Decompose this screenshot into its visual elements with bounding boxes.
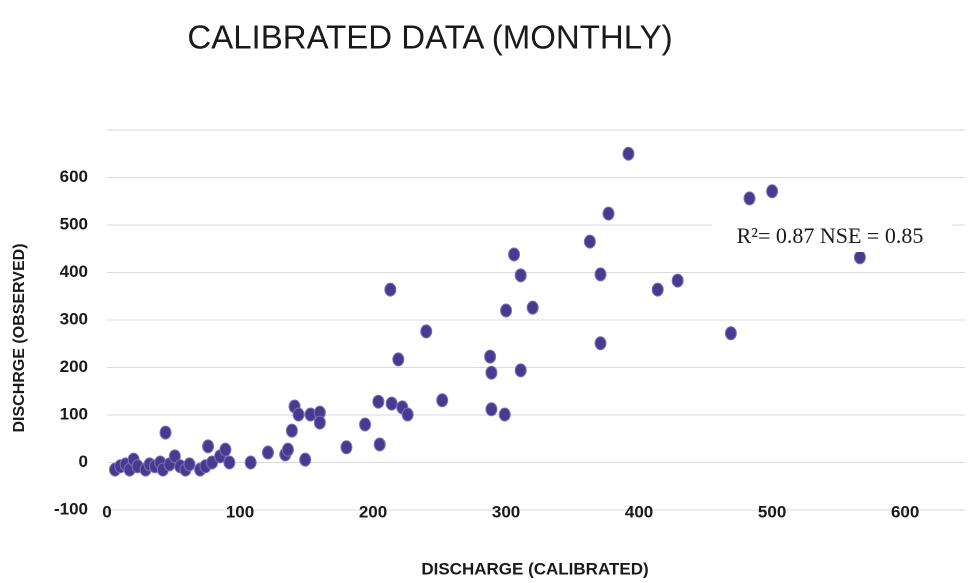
y-tick-label: -100 xyxy=(54,499,88,518)
point xyxy=(313,415,326,430)
point xyxy=(168,449,181,464)
point xyxy=(583,234,596,249)
point xyxy=(261,445,274,460)
point xyxy=(244,455,257,470)
point xyxy=(514,363,527,378)
x-tick-label: 600 xyxy=(891,502,919,521)
point xyxy=(485,402,498,417)
point xyxy=(281,442,294,457)
y-tick-label: 200 xyxy=(60,357,88,376)
point xyxy=(373,437,386,452)
y-axis-label: DISCHRGE (OBSERVED) xyxy=(11,243,28,432)
point xyxy=(766,184,779,199)
point xyxy=(223,455,236,470)
point xyxy=(853,250,866,265)
x-tick-label: 500 xyxy=(758,502,786,521)
point xyxy=(498,407,511,422)
point xyxy=(385,396,398,411)
point xyxy=(372,394,385,409)
chart-title: CALIBRATED DATA (MONTHLY) xyxy=(187,19,672,56)
x-tick-label: 200 xyxy=(359,502,387,521)
point xyxy=(202,439,215,454)
point xyxy=(392,352,405,367)
point xyxy=(484,349,497,364)
point xyxy=(526,300,539,315)
x-tick-label: 100 xyxy=(226,502,254,521)
point xyxy=(359,417,372,432)
point xyxy=(299,452,312,467)
point xyxy=(159,425,172,440)
point xyxy=(602,206,615,221)
point xyxy=(485,365,498,380)
x-tick-label: 300 xyxy=(492,502,520,521)
point xyxy=(500,303,513,318)
point xyxy=(594,336,607,351)
point xyxy=(594,267,607,282)
x-tick-label: 0 xyxy=(102,502,111,521)
point xyxy=(651,282,664,297)
point xyxy=(514,268,527,283)
y-tick-label: 400 xyxy=(60,262,88,281)
x-tick-label: 400 xyxy=(625,502,653,521)
point xyxy=(724,326,737,341)
point xyxy=(340,440,353,455)
y-tick-label: 100 xyxy=(60,404,88,423)
y-tick-label: 500 xyxy=(60,214,88,233)
y-tick-label: 600 xyxy=(60,167,88,186)
point xyxy=(285,423,298,438)
point xyxy=(401,407,414,422)
point xyxy=(219,442,232,457)
point xyxy=(671,273,684,288)
annotation: R²= 0.87 NSE = 0.85 xyxy=(737,223,924,248)
y-tick-label: 0 xyxy=(79,452,88,471)
point xyxy=(384,282,397,297)
y-tick-label: 300 xyxy=(60,309,88,328)
point xyxy=(292,407,305,422)
point xyxy=(183,457,196,472)
point xyxy=(508,247,521,262)
x-axis-label: DISCHARGE (CALIBRATED) xyxy=(421,559,648,578)
point xyxy=(743,191,756,206)
point xyxy=(420,324,433,339)
annotation-bg xyxy=(712,222,952,252)
point xyxy=(622,146,635,161)
point xyxy=(436,393,449,408)
